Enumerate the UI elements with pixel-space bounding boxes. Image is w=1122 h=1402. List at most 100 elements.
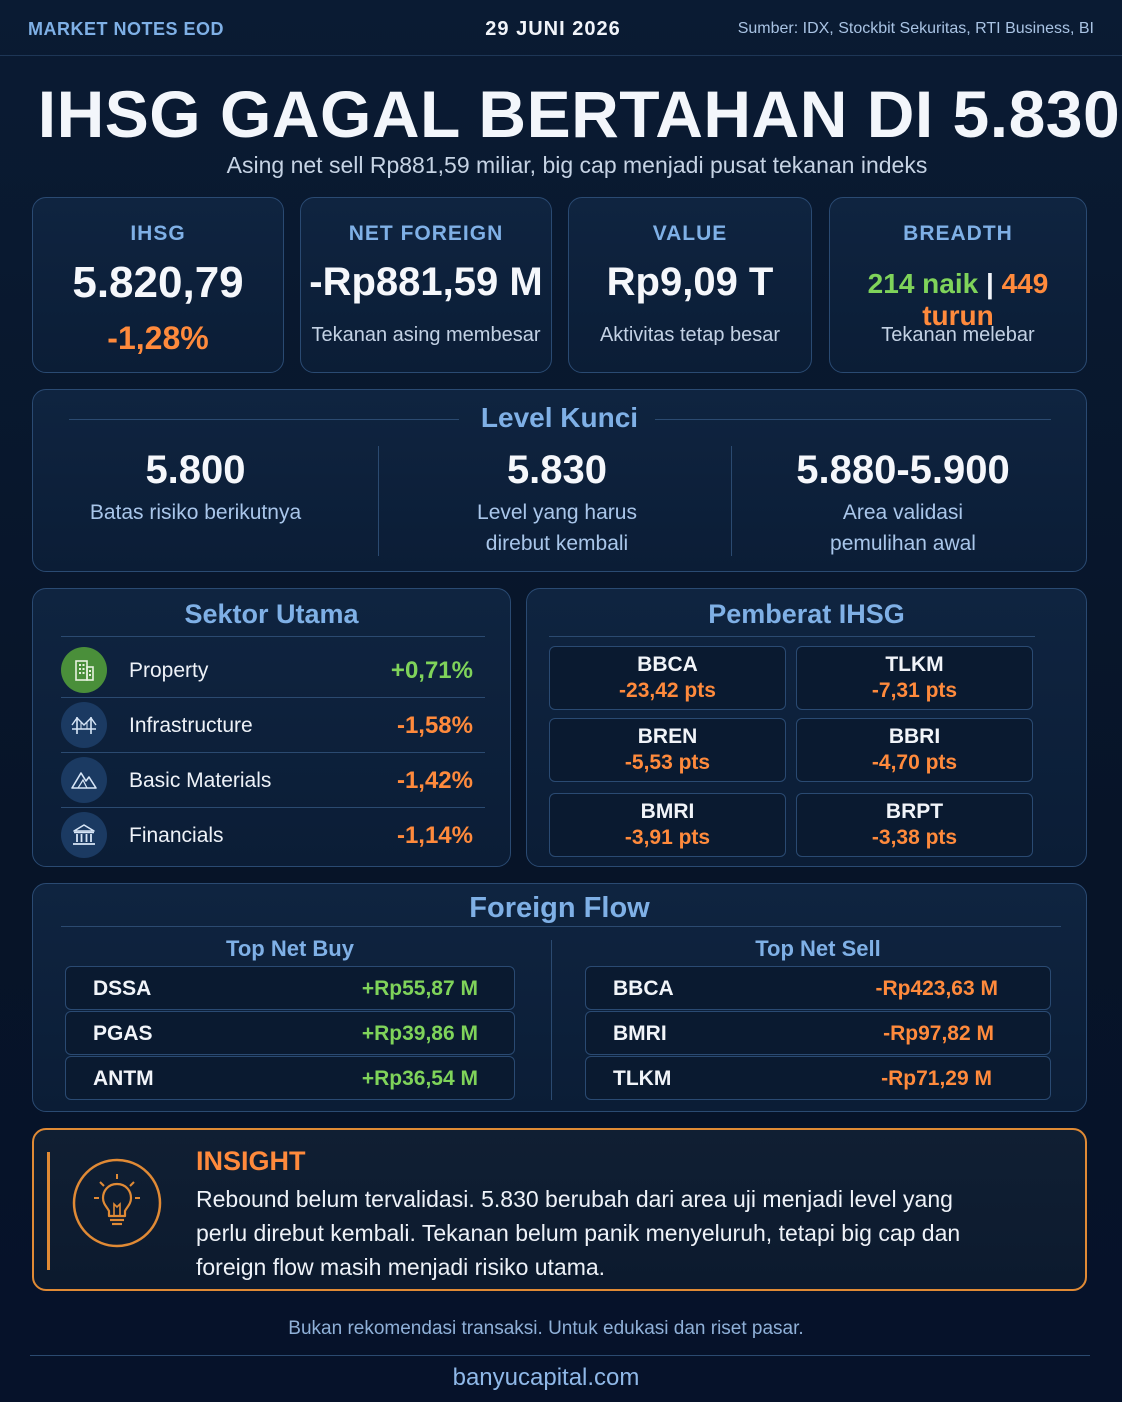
level-desc-line: pemulihan awal [830, 532, 976, 555]
level-value: 5.800 [145, 448, 246, 492]
level-item: 5.830 Level yang harus direbut kembali [428, 448, 686, 559]
section-title: Sektor Utama [184, 599, 359, 629]
section-title: Pemberat IHSG [708, 599, 905, 629]
page-title: IHSG GAGAL BERTAHAN DI 5.830 [37, 77, 1121, 151]
net-sell-title: Top Net Sell [755, 936, 881, 961]
pemberat-item: BBRI -4,70 pts [796, 718, 1033, 782]
breadth-up: 214 naik [867, 268, 979, 299]
pemberat-item: BMRI -3,91 pts [549, 793, 786, 857]
level-value: 5.880-5.900 [796, 448, 1010, 492]
kpi-label: BREADTH [903, 222, 1013, 245]
kpi-note: Aktivitas tetap besar [599, 324, 781, 346]
level-item: 5.880-5.900 Area validasi pemulihan awal [768, 448, 1038, 559]
divider [378, 446, 379, 556]
divider [61, 636, 485, 637]
building-icon [61, 647, 107, 693]
divider [549, 636, 1035, 637]
points: -5,53 pts [624, 751, 711, 774]
report-date: 29 JUNI 2026 [485, 18, 621, 40]
kpi-label: NET FOREIGN [348, 222, 504, 245]
ticker: ANTM [93, 1067, 154, 1090]
level-desc-line: Batas risiko berikutnya [89, 501, 302, 524]
bridge-icon [61, 702, 107, 748]
net-buy-title: Top Net Buy [226, 936, 354, 961]
divider [655, 419, 1051, 420]
ticker: BRPT [885, 800, 944, 823]
source-note: Sumber: IDX, Stockbit Sekuritas, RTI Bus… [737, 20, 1094, 37]
net-buy-row: PGAS +Rp39,86 M [65, 1011, 515, 1055]
net-sell-row: BBCA -Rp423,63 M [585, 966, 1051, 1010]
kpi-value: 5.820,79 [72, 258, 244, 307]
section-title: Foreign Flow [469, 892, 650, 924]
insight-line: Rebound belum tervalidasi. 5.830 berubah… [196, 1186, 953, 1212]
net-buy-row: DSSA +Rp55,87 M [65, 966, 515, 1010]
divider [61, 697, 485, 698]
sector-name: Property [129, 659, 209, 682]
divider [69, 419, 459, 420]
brand-label: MARKET NOTES EOD [28, 19, 225, 39]
amount: -Rp71,29 M [881, 1067, 992, 1090]
breadth-values: 214 naik | 449 turun [830, 268, 1086, 332]
lightbulb-icon [72, 1158, 162, 1248]
ticker: PGAS [93, 1022, 153, 1045]
level-desc-line: Level yang harus [477, 501, 637, 524]
insight-line: foreign flow masih menjadi risiko utama. [196, 1254, 606, 1280]
kpi-card-value: VALUE Rp9,09 T Aktivitas tetap besar [568, 197, 812, 373]
sector-row: Property +0,71% [61, 643, 485, 697]
bank-icon [61, 812, 107, 858]
amount: +Rp39,86 M [361, 1022, 478, 1045]
ticker: DSSA [93, 977, 152, 1000]
page-subtitle: Asing net sell Rp881,59 miliar, big cap … [226, 152, 928, 178]
site-link[interactable]: banyucapital.com [452, 1364, 640, 1391]
foreign-flow-panel: Foreign Flow Top Net Buy Top Net Sell DS… [32, 883, 1087, 1112]
ticker: TLKM [613, 1067, 672, 1090]
divider [61, 807, 485, 808]
divider [551, 940, 552, 1100]
insight-title: INSIGHT [196, 1146, 306, 1176]
pemberat-item: BREN -5,53 pts [549, 718, 786, 782]
points: -4,70 pts [871, 751, 958, 774]
amount: -Rp97,82 M [883, 1022, 994, 1045]
insight-line: perlu direbut kembali. Tekanan belum pan… [196, 1220, 961, 1246]
insight-panel: INSIGHT Rebound belum tervalidasi. 5.830… [32, 1128, 1087, 1291]
sector-change: -1,42% [396, 767, 473, 794]
amount: +Rp36,54 M [361, 1067, 478, 1090]
pemberat-panel: Pemberat IHSG BBCA -23,42 pts TLKM -7,31… [526, 588, 1087, 867]
kpi-card-ihsg: IHSG 5.820,79 -1,28% [32, 197, 284, 373]
pemberat-item: BBCA -23,42 pts [549, 646, 786, 710]
kpi-card-breadth: BREADTH 214 naik | 449 turun Tekanan mel… [829, 197, 1087, 373]
kpi-note: Tekanan asing membesar [311, 324, 541, 346]
ticker: BREN [637, 725, 698, 748]
net-sell-row: TLKM -Rp71,29 M [585, 1056, 1051, 1100]
points: -23,42 pts [619, 679, 716, 702]
divider [61, 926, 1061, 927]
level-value: 5.830 [506, 448, 608, 492]
level-desc-line: Area validasi [842, 501, 964, 524]
sector-name: Infrastructure [129, 714, 253, 737]
kpi-value: Rp9,09 T [606, 260, 774, 304]
divider [30, 1355, 1090, 1356]
level-item: 5.800 Batas risiko berikutnya [63, 448, 328, 528]
ticker: TLKM [885, 653, 944, 676]
top-bar: MARKET NOTES EOD 29 JUNI 2026 Sumber: ID… [0, 0, 1122, 56]
sektor-panel: Sektor Utama Property +0,71% Infrastruct… [32, 588, 511, 867]
net-sell-row: BMRI -Rp97,82 M [585, 1011, 1051, 1055]
sector-change: -1,58% [396, 712, 473, 739]
ticker: BMRI [613, 1022, 667, 1045]
section-title: Level Kunci [480, 402, 639, 433]
kpi-label: VALUE [652, 222, 728, 245]
sector-name: Basic Materials [129, 769, 272, 792]
breadth-separator: | [985, 268, 994, 299]
divider [61, 752, 485, 753]
sector-row: Basic Materials -1,42% [61, 753, 485, 807]
pemberat-item: TLKM -7,31 pts [796, 646, 1033, 710]
mountain-icon [61, 757, 107, 803]
kpi-value: -Rp881,59 M [309, 260, 543, 304]
level-desc-line: direbut kembali [485, 532, 629, 555]
points: -3,91 pts [624, 826, 711, 849]
points: -3,38 pts [871, 826, 958, 849]
net-buy-row: ANTM +Rp36,54 M [65, 1056, 515, 1100]
pemberat-item: BRPT -3,38 pts [796, 793, 1033, 857]
ticker: BBCA [637, 653, 698, 676]
amount: -Rp423,63 M [875, 977, 998, 1000]
